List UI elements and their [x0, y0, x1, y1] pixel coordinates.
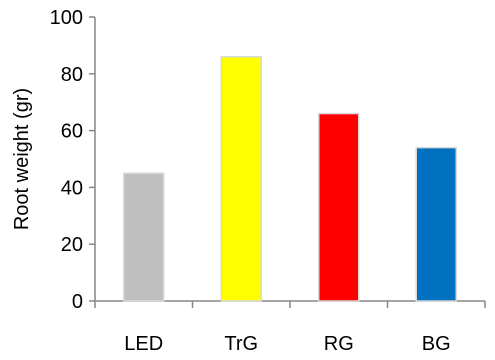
y-tick-label: 0 [72, 291, 83, 313]
bar-rg [318, 112, 360, 302]
bars [123, 56, 457, 302]
y-tick-label: 60 [61, 121, 83, 143]
y-tick-label: 80 [61, 64, 83, 86]
bar-led [123, 172, 165, 302]
y-tick-label: 20 [61, 234, 83, 256]
x-tick-label: TrG [224, 333, 258, 355]
bar-bg [415, 146, 457, 302]
x-tick-label: RG [324, 333, 354, 355]
y-tick-label: 40 [61, 177, 83, 199]
x-tick-label: BG [422, 333, 451, 355]
y-tick-label: 100 [50, 7, 83, 29]
y-axis-title: Root weight (gr) [11, 88, 33, 230]
y-axis: 0 20 40 60 80 100 [50, 7, 96, 313]
bar-trg [220, 56, 262, 302]
x-tick-label: LED [124, 333, 163, 355]
x-axis: LED TrG RG BG [94, 300, 486, 355]
